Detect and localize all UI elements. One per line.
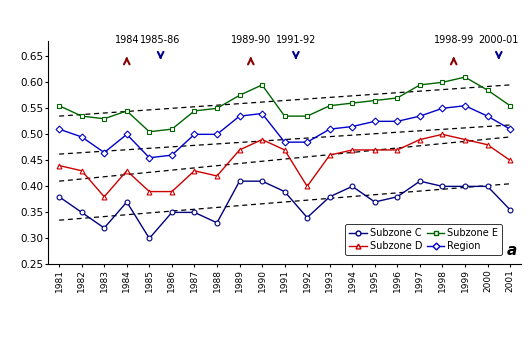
Text: 1985-86: 1985-86 — [140, 35, 181, 45]
Text: 1991-92: 1991-92 — [276, 35, 316, 45]
Legend: Subzone C, Subzone D, Subzone E, Region: Subzone C, Subzone D, Subzone E, Region — [345, 224, 502, 255]
Text: 2000-01: 2000-01 — [479, 35, 519, 45]
Text: 1989-90: 1989-90 — [231, 35, 271, 45]
Text: a: a — [506, 243, 517, 258]
Text: 1998-99: 1998-99 — [434, 35, 474, 45]
Text: 1984: 1984 — [114, 35, 139, 45]
